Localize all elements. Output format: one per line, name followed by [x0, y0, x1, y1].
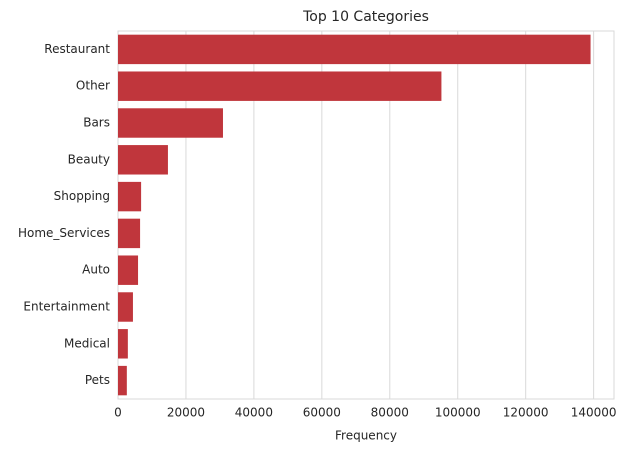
x-tick-label: 40000: [235, 406, 273, 420]
y-tick-label: Medical: [64, 336, 110, 350]
bar: [118, 218, 141, 249]
bar: [118, 292, 133, 322]
x-tick-label: 140000: [571, 406, 617, 420]
y-tick-label: Bars: [83, 116, 110, 130]
y-tick-label: Entertainment: [23, 300, 110, 314]
bar: [118, 34, 591, 65]
x-tick-label: 120000: [503, 406, 549, 420]
y-tick-label: Home_Services: [18, 226, 110, 240]
x-tick-label: 20000: [167, 406, 205, 420]
y-tick-label: Other: [76, 79, 110, 93]
y-tick-label: Restaurant: [44, 42, 110, 56]
y-tick-label: Pets: [85, 373, 110, 387]
bar: [118, 108, 223, 138]
y-tick-label: Beauty: [68, 152, 110, 166]
plot-frame: [117, 30, 615, 400]
y-tick-label: Auto: [82, 263, 110, 277]
bar: [118, 365, 127, 396]
y-tick-label: Shopping: [54, 189, 110, 203]
bar: [118, 181, 142, 212]
bar: [118, 329, 128, 359]
chart-title: Top 10 Categories: [302, 9, 429, 25]
x-tick-label: 60000: [303, 406, 341, 420]
x-axis-label: Frequency: [335, 429, 397, 443]
bar: [118, 145, 168, 175]
bar: [118, 255, 139, 285]
bar: [118, 71, 442, 101]
x-tick-label: 80000: [371, 406, 409, 420]
x-tick-label: 0: [114, 406, 122, 420]
x-tick-label: 100000: [435, 406, 481, 420]
